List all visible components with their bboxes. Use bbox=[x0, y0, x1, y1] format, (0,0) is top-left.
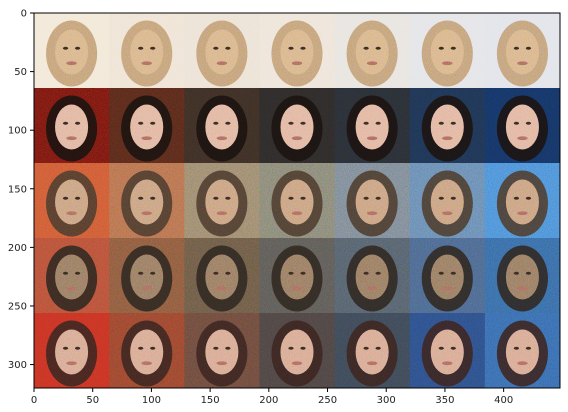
x-tick-label: 0 bbox=[31, 395, 37, 406]
y-tick-label: 100 bbox=[8, 126, 27, 137]
x-tick-label: 300 bbox=[377, 395, 396, 406]
axes-frame bbox=[33, 12, 561, 389]
y-tick-label: 0 bbox=[21, 9, 27, 20]
x-tick-label: 400 bbox=[494, 395, 513, 406]
y-tick-label: 250 bbox=[8, 301, 27, 312]
y-tick-label: 200 bbox=[8, 243, 27, 254]
x-tick-label: 250 bbox=[318, 395, 337, 406]
y-axis: 0 50 100 150 200 250 300 bbox=[8, 9, 34, 371]
x-axis: 0 50 100 150 200 250 300 350 400 bbox=[31, 388, 513, 406]
noise-overlay bbox=[34, 13, 560, 388]
x-tick-label: 100 bbox=[142, 395, 161, 406]
x-tick-label: 150 bbox=[201, 395, 220, 406]
y-tick-label: 300 bbox=[8, 360, 27, 371]
x-tick-label: 200 bbox=[259, 395, 278, 406]
x-tick-label: 350 bbox=[435, 395, 454, 406]
x-tick-label: 50 bbox=[86, 395, 99, 406]
y-tick-label: 50 bbox=[14, 67, 27, 78]
y-tick-label: 150 bbox=[8, 184, 27, 195]
